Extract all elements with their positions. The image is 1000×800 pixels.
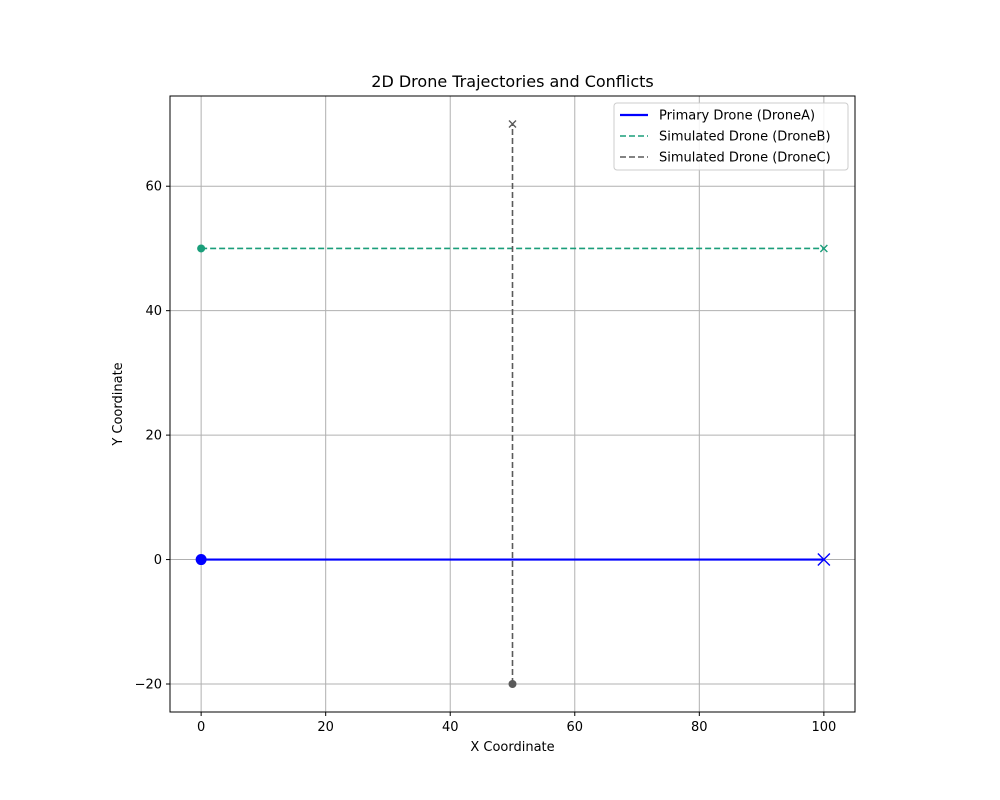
series-1	[195, 553, 831, 567]
y-tick-label: 20	[145, 429, 162, 444]
axis-ticks: 0 20 40 60 80 100 −20 0 20 40 60	[135, 180, 837, 735]
end-marker	[817, 553, 831, 567]
end-marker	[819, 244, 828, 253]
start-marker	[508, 680, 517, 688]
x-tick-label: 0	[197, 720, 205, 735]
y-tick-label: −20	[135, 678, 162, 693]
legend: Primary Drone (DroneA) Simulated Drone (D…	[613, 102, 849, 171]
start-marker	[195, 554, 207, 566]
legend-label: Simulated Drone (DroneB)	[659, 130, 831, 145]
x-tick-label: 20	[317, 720, 334, 735]
y-tick-label: 40	[145, 304, 162, 319]
x-tick-label: 40	[442, 720, 459, 735]
y-tick-label: 0	[154, 553, 162, 568]
x-axis-label: X Coordinate	[470, 740, 554, 755]
legend-box	[613, 102, 849, 171]
x-tick-label: 80	[691, 720, 708, 735]
chart-title: 2D Drone Trajectories and Conflicts	[371, 72, 653, 91]
plot-area-frame	[169, 95, 856, 713]
series-3	[508, 120, 517, 688]
legend-label: Simulated Drone (DroneC)	[659, 151, 831, 166]
end-marker	[508, 120, 517, 128]
x-tick-label: 60	[566, 720, 583, 735]
x-tick-label: 100	[811, 720, 836, 735]
y-axis-label: Y Coordinate	[111, 362, 126, 446]
start-marker	[197, 244, 206, 253]
series-layer	[195, 120, 831, 688]
legend-label: Primary Drone (DroneA)	[659, 109, 815, 124]
y-tick-label: 60	[145, 180, 162, 195]
